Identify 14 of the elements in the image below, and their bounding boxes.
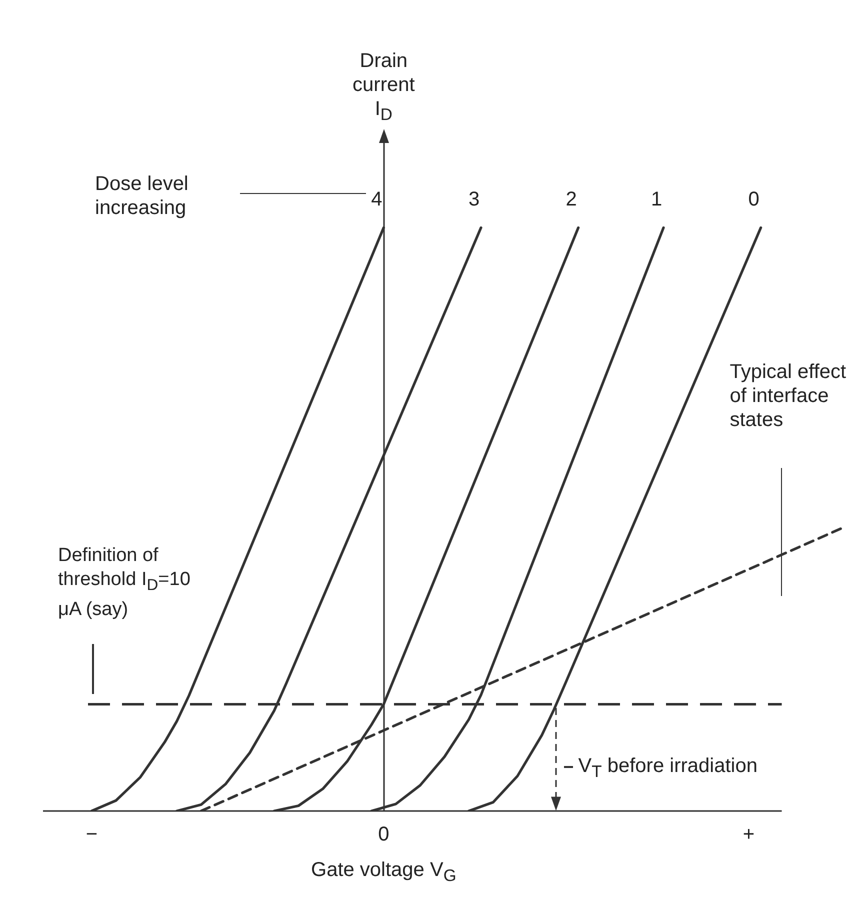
x-tick-label: + <box>742 824 755 846</box>
annotation: Typical effect of interface states <box>730 360 848 432</box>
series-label: 4 <box>371 188 382 211</box>
text: Dose level increasing <box>95 172 190 220</box>
x-tick-label: − <box>86 824 98 846</box>
series-label: 2 <box>566 188 577 211</box>
annotation: V$_{T}$ before irradiation <box>578 754 758 783</box>
text: Definition of threshold I$_{D}$=10 μA (say) <box>58 545 190 620</box>
series-label: 0 <box>748 188 760 211</box>
text: Drain current I$_{D}$ <box>352 48 416 126</box>
x-axis-title: Gate voltage V$_{G}$ <box>310 858 458 887</box>
series-label: 3 <box>468 188 480 211</box>
series-label: 1 <box>650 188 662 211</box>
x-tick-label: 0 <box>378 824 390 846</box>
